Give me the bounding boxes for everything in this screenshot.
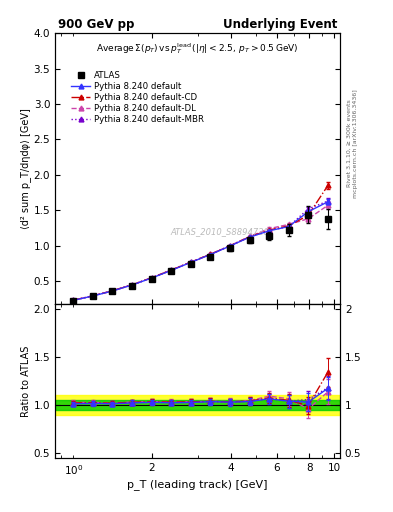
Text: mcplots.cern.ch [arXiv:1306.3436]: mcplots.cern.ch [arXiv:1306.3436]	[353, 89, 358, 198]
Bar	[55, 395, 340, 415]
Text: Rivet 3.1.10, ≥ 300k events: Rivet 3.1.10, ≥ 300k events	[347, 99, 351, 187]
Y-axis label: Ratio to ATLAS: Ratio to ATLAS	[21, 345, 31, 417]
Text: ATLAS_2010_S8894728: ATLAS_2010_S8894728	[171, 227, 270, 236]
Text: 900 GeV pp: 900 GeV pp	[58, 17, 134, 31]
Bar	[55, 400, 340, 410]
Legend: ATLAS, Pythia 8.240 default, Pythia 8.240 default-CD, Pythia 8.240 default-DL, P: ATLAS, Pythia 8.240 default, Pythia 8.24…	[68, 68, 207, 128]
Y-axis label: ⟨d² sum p_T/dηdφ⟩ [GeV]: ⟨d² sum p_T/dηdφ⟩ [GeV]	[20, 108, 31, 229]
Text: Underlying Event: Underlying Event	[223, 17, 337, 31]
X-axis label: p_T (leading track) [GeV]: p_T (leading track) [GeV]	[127, 480, 268, 490]
Text: Average$\,\Sigma(p_T)\,$vs$\,p_T^{\mathrm{lead}}\,(|\eta| < 2.5,\,p_T > 0.5\,\ma: Average$\,\Sigma(p_T)\,$vs$\,p_T^{\mathr…	[96, 41, 299, 56]
